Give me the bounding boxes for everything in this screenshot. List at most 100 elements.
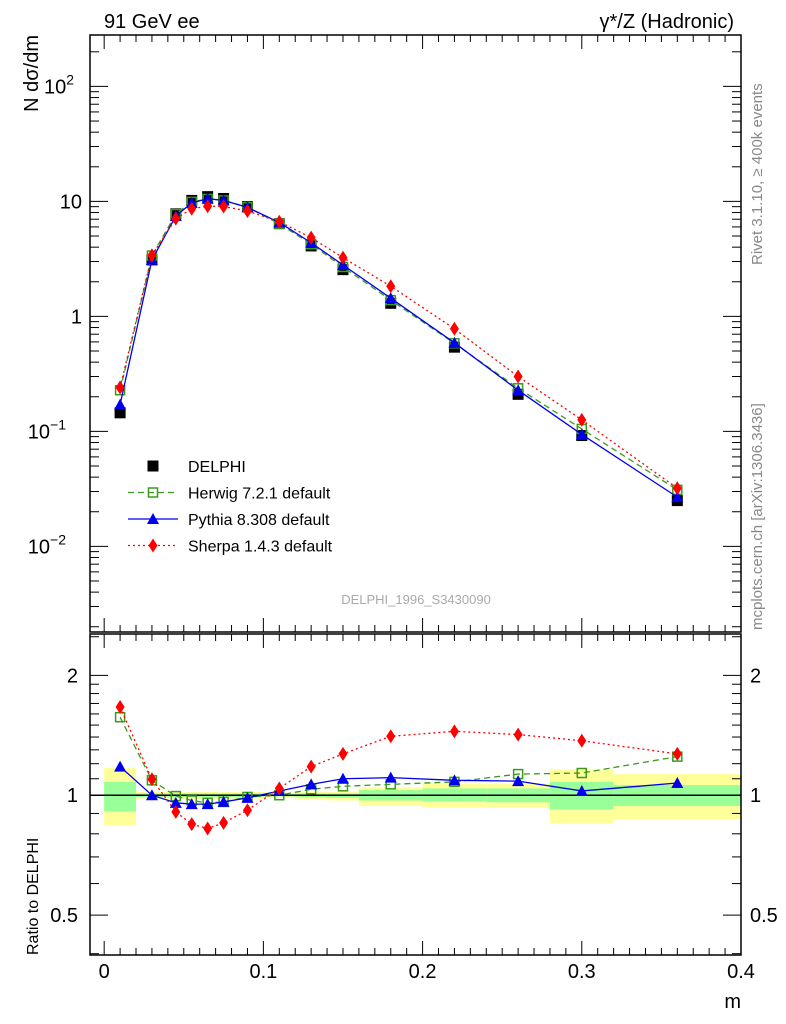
marker-diamond xyxy=(386,729,396,744)
top-plot-frame xyxy=(89,34,742,633)
x-tick-label: 0.2 xyxy=(409,961,437,983)
marker-diamond xyxy=(338,746,348,761)
marker-diamond xyxy=(513,727,523,742)
header-right: γ*/Z (Hadronic) xyxy=(600,11,734,33)
ratio-y-tick-label-left: 1 xyxy=(67,785,78,807)
x-tick-label: 0.3 xyxy=(568,961,596,983)
marker-diamond xyxy=(115,700,125,715)
y-tick-label: 10 xyxy=(60,191,82,213)
y-axis-label-top: N dσ/dm xyxy=(21,35,43,112)
y-tick-label: 10−1 xyxy=(28,416,66,443)
ratio-plot-frame xyxy=(89,633,742,956)
marker-triangle xyxy=(145,789,158,801)
series-line xyxy=(119,706,678,830)
marker-open-square xyxy=(576,767,588,779)
marker-diamond xyxy=(187,817,197,832)
ratio-y-tick-label-left: 2 xyxy=(67,665,78,687)
ratio-y-tick-label-right: 1 xyxy=(750,785,761,807)
analysis-watermark: DELPHI_1996_S3430090 xyxy=(341,592,491,607)
legend-entry: Pythia 8.308 default xyxy=(128,512,330,529)
axes: 0 0.1 0.2 0.3 0.4 102 10 1 10−1 10−2 2 2 1 1 0.5 0.5 xyxy=(28,34,778,983)
marker-diamond xyxy=(274,781,284,796)
series-line xyxy=(119,198,678,498)
marker-diamond xyxy=(386,279,396,294)
y-tick-label: 10−2 xyxy=(28,531,66,558)
marker-diamond xyxy=(274,214,284,229)
marker-triangle xyxy=(201,192,214,204)
legend: DELPHI Herwig 7.2.1 default Pythia 8.308 d… xyxy=(128,459,333,556)
marker-diamond xyxy=(672,481,682,496)
marker-diamond xyxy=(577,733,587,748)
marker-triangle xyxy=(575,784,588,796)
marker-diamond xyxy=(147,248,157,263)
marker-diamond xyxy=(219,199,229,214)
marker-triangle xyxy=(671,777,684,789)
marker-diamond xyxy=(171,804,181,819)
marker-diamond xyxy=(449,724,459,739)
ratio-plot-series xyxy=(114,700,684,836)
x-axis-label: m xyxy=(724,991,741,1013)
ratio-y-tick-label-right: 2 xyxy=(750,665,761,687)
marker-triangle xyxy=(147,513,159,524)
y-tick-label: 102 xyxy=(44,71,74,98)
marker-triangle xyxy=(448,336,461,348)
marker-diamond xyxy=(672,746,682,761)
marker-diamond xyxy=(449,321,459,336)
x-tick-label: 0 xyxy=(99,961,110,983)
legend-label: Sherpa 1.4.3 default xyxy=(188,539,333,556)
x-tick-label: 0.4 xyxy=(727,961,755,983)
marker-diamond xyxy=(306,230,316,245)
marker-triangle xyxy=(114,760,127,772)
marker-triangle xyxy=(448,774,461,786)
marker-diamond xyxy=(115,380,125,395)
marker-diamond xyxy=(219,815,229,830)
series-sherpa xyxy=(115,700,682,836)
marker-diamond xyxy=(148,538,158,553)
rivet-label: Rivet 3.1.10, ≥ 400k events xyxy=(749,83,766,265)
marker-diamond xyxy=(171,211,181,226)
marker-diamond xyxy=(242,803,252,818)
header-left: 91 GeV ee xyxy=(104,11,200,33)
marker-square xyxy=(147,460,159,472)
ratio-y-tick-label-right: 0.5 xyxy=(750,905,778,927)
marker-square xyxy=(114,407,126,419)
x-tick-label: 0.1 xyxy=(249,961,277,983)
marker-diamond xyxy=(306,759,316,774)
marker-diamond xyxy=(203,199,213,214)
marker-triangle xyxy=(114,398,127,410)
marker-diamond xyxy=(513,369,523,384)
ratio-y-tick-label-left: 0.5 xyxy=(50,905,78,927)
series-pythia xyxy=(114,192,684,503)
series-line xyxy=(119,205,678,489)
legend-label: Pythia 8.308 default xyxy=(188,512,330,529)
y-axis-label-ratio: Ratio to DELPHI xyxy=(25,838,42,955)
legend-entry: DELPHI xyxy=(147,459,246,476)
marker-square xyxy=(385,297,397,309)
marker-triangle xyxy=(671,491,684,503)
y-tick-label: 1 xyxy=(71,306,82,328)
legend-label: DELPHI xyxy=(188,459,246,476)
marker-triangle xyxy=(201,798,214,810)
marker-triangle xyxy=(384,292,397,304)
marker-diamond xyxy=(203,821,213,836)
marker-triangle xyxy=(169,796,182,808)
marker-triangle xyxy=(305,778,318,790)
marker-triangle xyxy=(575,428,588,440)
series-line xyxy=(119,198,678,491)
marker-triangle xyxy=(512,775,525,787)
marker-diamond xyxy=(187,201,197,216)
series-herwig xyxy=(114,193,683,496)
marker-triangle xyxy=(185,798,198,810)
band-green xyxy=(104,781,137,812)
legend-entry: Herwig 7.2.1 default xyxy=(128,486,331,503)
marker-triangle xyxy=(512,384,525,396)
legend-label: Herwig 7.2.1 default xyxy=(188,486,331,503)
legend-entry: Sherpa 1.4.3 default xyxy=(128,538,333,556)
mcplots-label: mcplots.cern.ch [arXiv:1306.3436] xyxy=(749,403,766,630)
marker-open-square xyxy=(147,487,159,498)
main-plot-series xyxy=(114,191,684,507)
marker-triangle xyxy=(241,791,254,803)
marker-triangle xyxy=(217,795,230,807)
marker-diamond xyxy=(147,772,157,787)
